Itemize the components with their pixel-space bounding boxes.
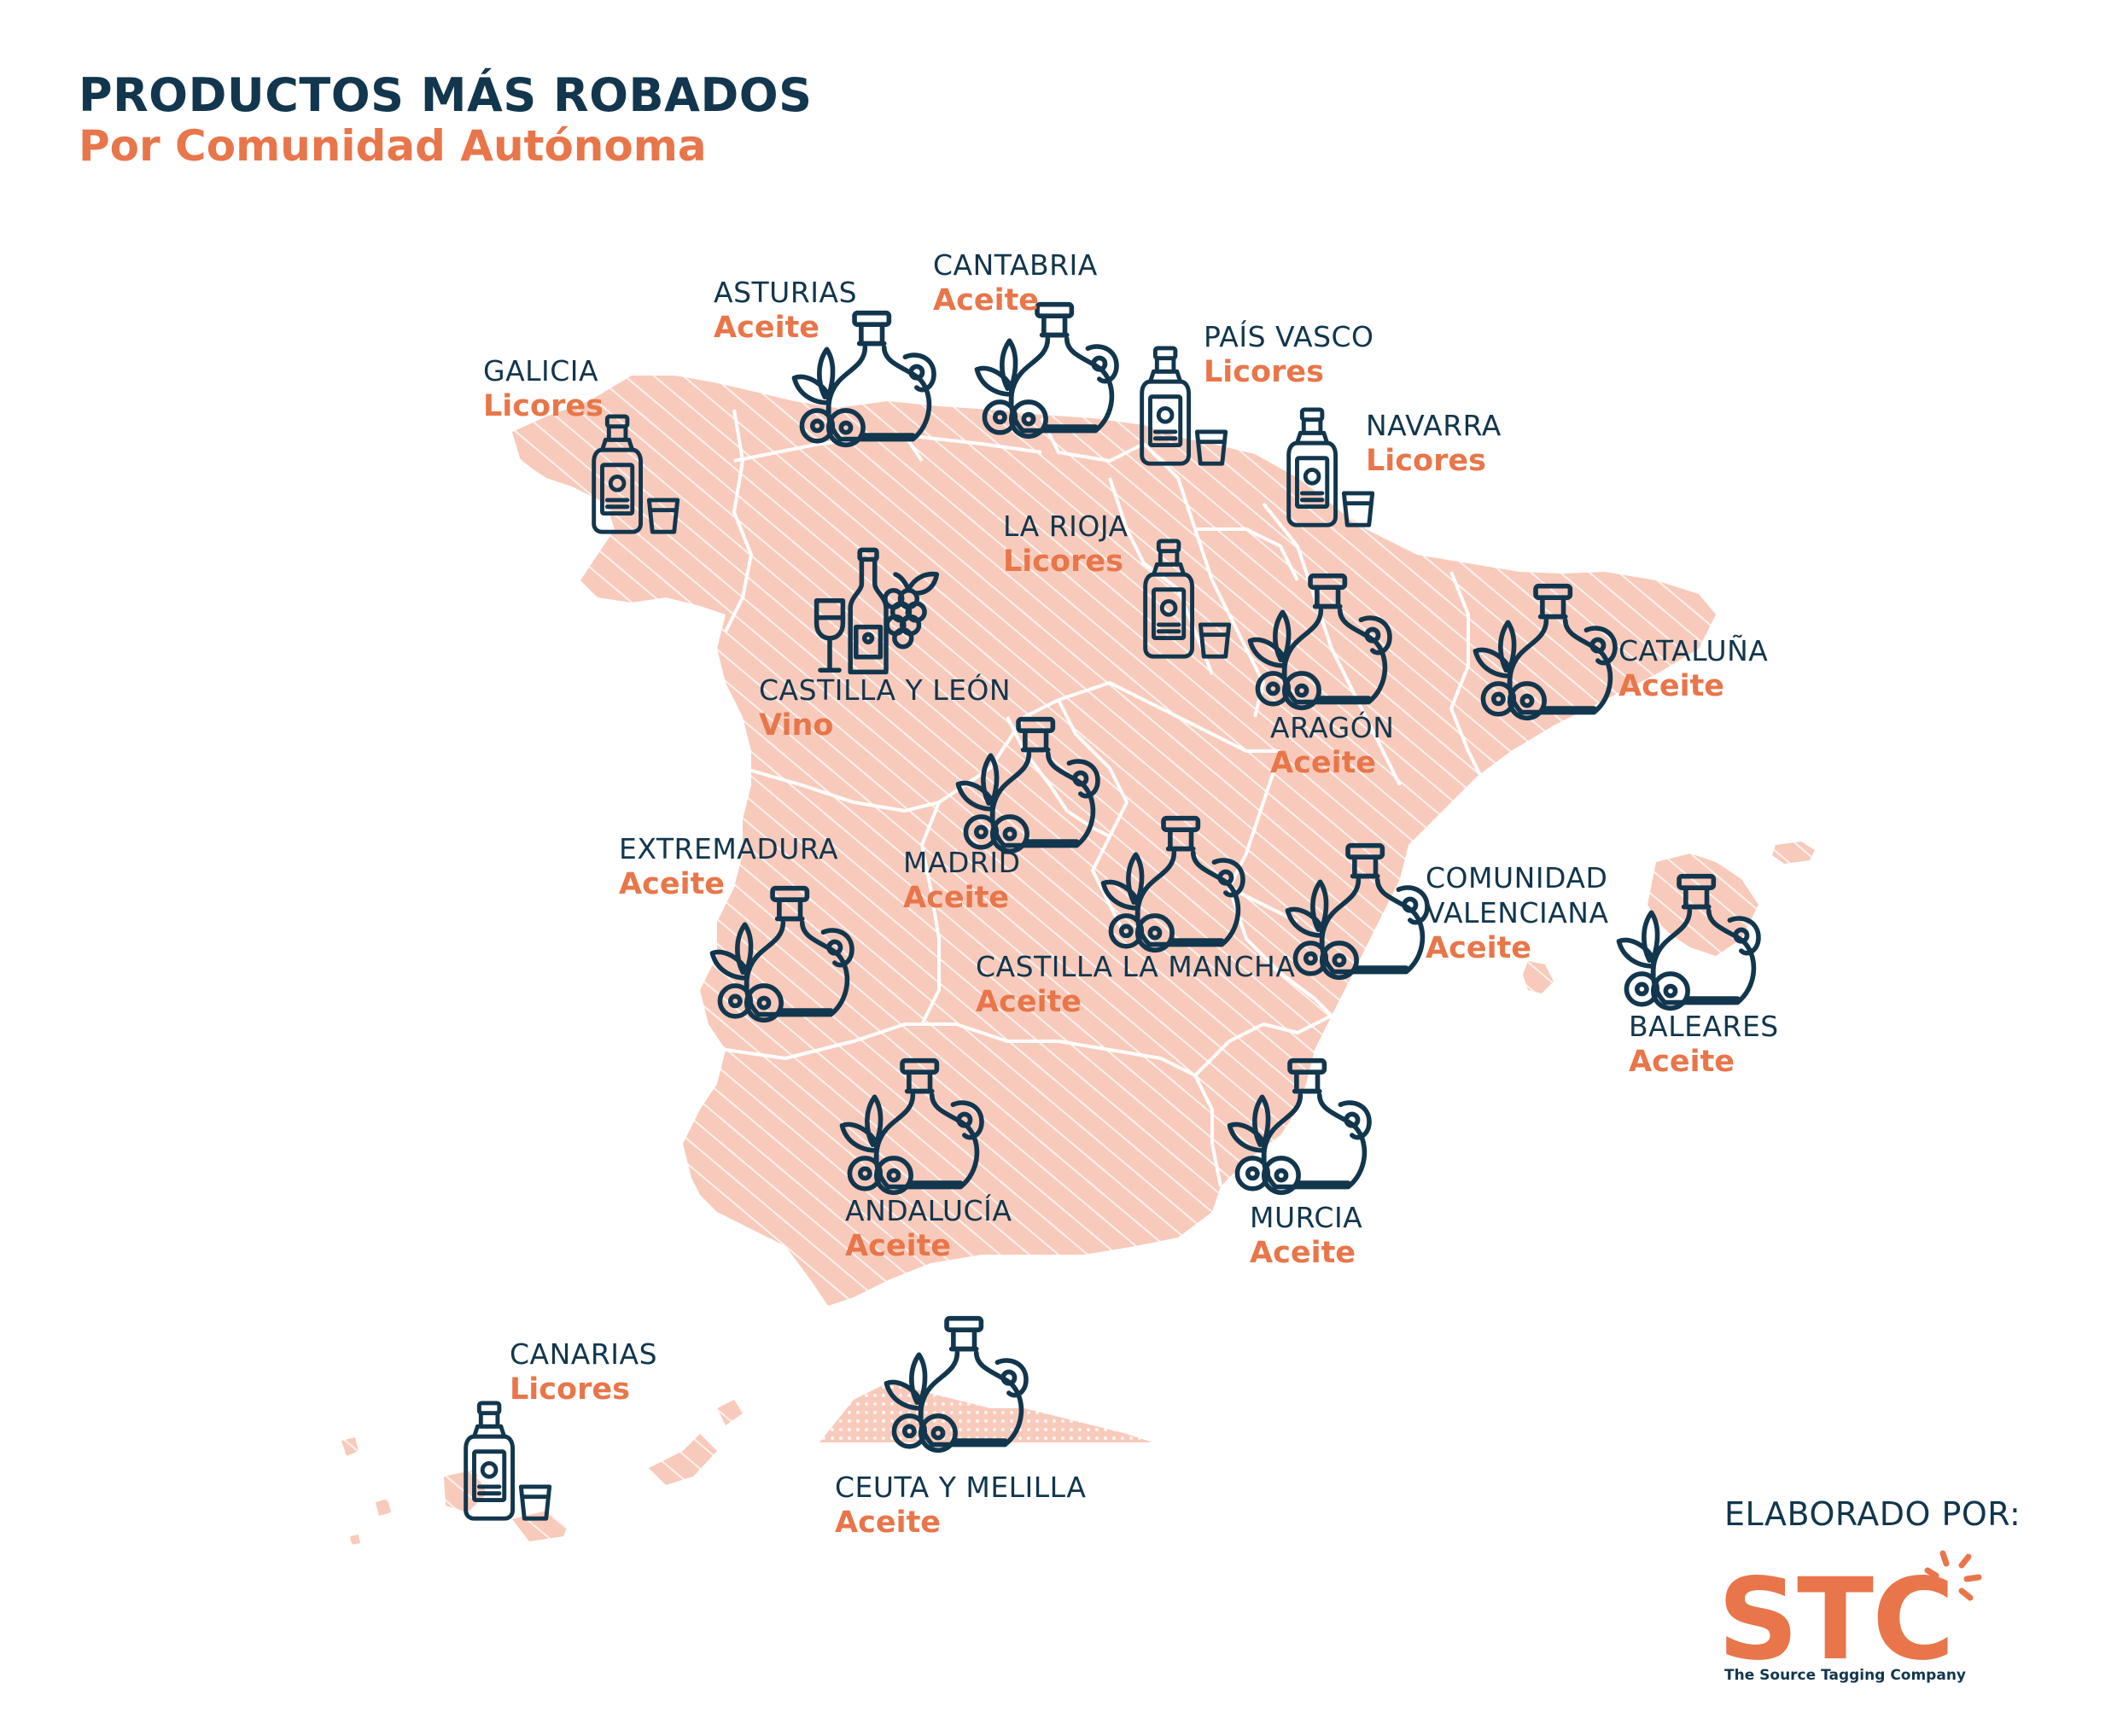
region-label-ceuta-melilla: CEUTA Y MELILLA Aceite xyxy=(835,1470,1086,1541)
region-label-castilla-leon: CASTILLA Y LEÓN Vino xyxy=(759,673,1011,743)
region-label-madrid: MADRID Aceite xyxy=(903,845,1021,916)
region-label-baleares: BALEARES Aceite xyxy=(1629,1009,1779,1080)
region-name: CANARIAS xyxy=(510,1337,658,1371)
region-label-murcia: MURCIA Aceite xyxy=(1250,1200,1362,1271)
region-name: CASTILLA Y LEÓN xyxy=(759,673,1012,707)
region-name: COMUNIDAD VALENCIANA xyxy=(1426,861,1609,929)
region-product: Aceite xyxy=(1629,1045,1735,1079)
region-borders xyxy=(724,409,1487,1187)
region-product: Aceite xyxy=(903,881,1010,915)
region-product: Aceite xyxy=(845,1229,952,1263)
region-product: Aceite xyxy=(1426,931,1532,965)
region-product: Aceite xyxy=(1250,1236,1356,1270)
region-name: ARAGÓN xyxy=(1270,711,1395,744)
region-name: LA RIOJA xyxy=(1003,510,1128,543)
region-product: Aceite xyxy=(619,867,726,901)
liquor-bottle-icon xyxy=(466,1403,550,1518)
region-product: Vino xyxy=(759,708,834,743)
page-title: PRODUCTOS MÁS ROBADOS xyxy=(79,68,813,122)
region-product: Aceite xyxy=(933,283,1040,317)
region-label-cataluna: CATALUÑA Aceite xyxy=(1618,633,1768,704)
region-label-extremadura: EXTREMADURA Aceite xyxy=(619,831,838,902)
region-name: CASTILLA LA MANCHA xyxy=(976,950,1296,983)
region-product: Licores xyxy=(1204,355,1324,389)
stc-logo: STC xyxy=(1718,1554,1955,1686)
canarias-islands xyxy=(341,1400,743,1545)
region-label-navarra: NAVARRA Licores xyxy=(1366,408,1502,479)
region-product: Aceite xyxy=(976,985,1082,1019)
region-label-la-rioja: LA RIOJA Licores xyxy=(1003,509,1128,580)
region-product: Licores xyxy=(1366,444,1486,478)
region-name: NAVARRA xyxy=(1366,409,1502,442)
region-name: MURCIA xyxy=(1250,1201,1363,1234)
region-label-castilla-la-mancha: CASTILLA LA MANCHA Aceite xyxy=(976,949,1295,1020)
region-label-aragon: ARAGÓN Aceite xyxy=(1270,710,1394,781)
region-product: Licores xyxy=(483,389,604,423)
region-name: BALEARES xyxy=(1629,1010,1779,1043)
peninsula-landmass xyxy=(512,376,1716,1306)
region-name: ASTURIAS xyxy=(714,276,858,309)
region-name: CANTABRIA xyxy=(933,248,1098,282)
credit-label: ELABORADO POR: xyxy=(1724,1495,2021,1533)
region-name: GALICIA xyxy=(483,354,599,387)
page-subtitle: Por Comunidad Autónoma xyxy=(79,121,707,171)
ibiza-island xyxy=(1523,961,1554,993)
region-name: CEUTA Y MELILLA xyxy=(835,1471,1087,1504)
region-name: PAÍS VASCO xyxy=(1204,320,1374,353)
region-label-comunidad-valenciana: COMUNIDAD VALENCIANA Aceite xyxy=(1426,860,1648,966)
region-product: Licores xyxy=(510,1372,630,1407)
region-product: Aceite xyxy=(1270,746,1377,780)
ceuta-melilla-area xyxy=(819,1383,1152,1442)
region-product: Licores xyxy=(1003,545,1123,579)
region-label-pais-vasco: PAÍS VASCO Licores xyxy=(1204,319,1374,390)
logo-spark-icon xyxy=(1924,1550,1982,1601)
region-product: Aceite xyxy=(1618,669,1725,703)
region-name: EXTREMADURA xyxy=(619,832,839,865)
region-label-galicia: GALICIA Licores xyxy=(483,353,604,424)
region-label-andalucia: ANDALUCÍA Aceite xyxy=(845,1193,1012,1264)
region-product: Aceite xyxy=(835,1506,942,1540)
stc-tagline: The Source Tagging Company xyxy=(1724,1667,1967,1684)
region-label-canarias: CANARIAS Licores xyxy=(510,1337,657,1407)
region-product: Aceite xyxy=(714,311,820,345)
menorca-island xyxy=(1772,842,1815,864)
region-name: CATALUÑA xyxy=(1618,634,1769,667)
region-name: ANDALUCÍA xyxy=(845,1194,1012,1227)
region-label-cantabria: CANTABRIA Aceite xyxy=(933,248,1098,318)
region-label-asturias: ASTURIAS Aceite xyxy=(714,275,857,346)
region-name: MADRID xyxy=(903,846,1021,879)
